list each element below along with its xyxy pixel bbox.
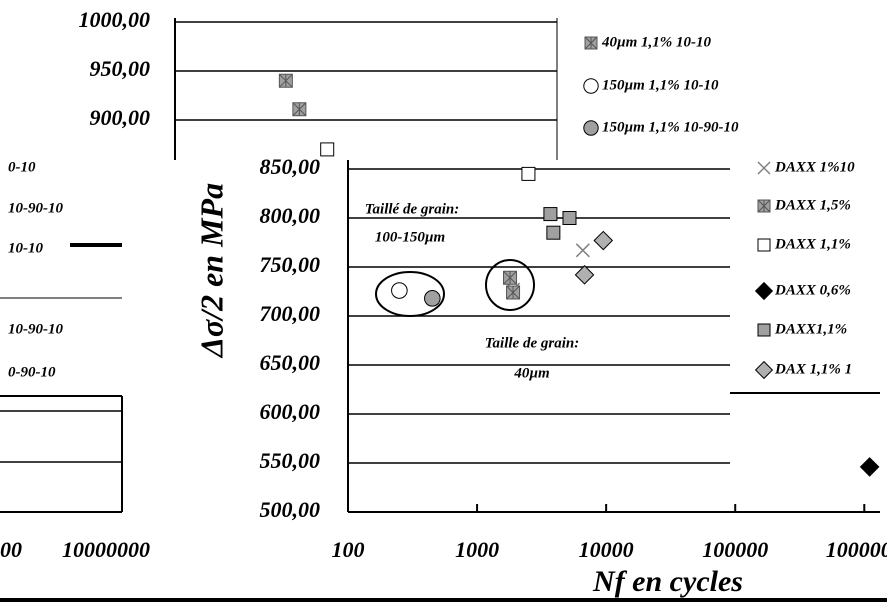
fragment-text: 10-10: [8, 240, 43, 256]
fragment-text: 0-10: [8, 159, 36, 175]
marker: [574, 265, 595, 285]
x-tick-label: 100: [332, 537, 365, 562]
marker: [575, 243, 590, 258]
legend-marker: [584, 36, 598, 50]
y-tick-label: 650,00: [260, 350, 321, 375]
marker: [320, 142, 335, 157]
y-tick-label: 900,00: [90, 105, 151, 130]
legend-label: 40µm 1,1% 10-10: [601, 34, 712, 50]
y-axis-title: Δσ/2 en MPa: [193, 183, 229, 359]
annotation: Taille de grain:: [485, 335, 579, 351]
x-axis-title: Nf en cycles: [592, 565, 743, 598]
x-tick-label: 100000: [702, 537, 768, 562]
marker: [278, 73, 293, 88]
legend-marker: [754, 281, 774, 301]
legend-label: DAXX 1%10: [774, 159, 855, 175]
y-tick-label: 700,00: [260, 301, 321, 326]
marker: [424, 290, 441, 307]
marker: [292, 102, 307, 117]
y-tick-label: 1000,00: [79, 7, 151, 32]
x-tick-label: 1000000: [826, 537, 887, 562]
legend-marker: [757, 238, 771, 252]
annotation-box: [460, 330, 610, 390]
legend-marker: [757, 199, 771, 213]
legend-label: 150µm 1,1% 10-10: [602, 77, 719, 93]
y-tick-label: 600,00: [260, 399, 321, 424]
legend-label: DAX 1,1% 1: [774, 361, 852, 377]
y-tick-label: 500,00: [260, 497, 321, 522]
y-tick-label: 850,00: [260, 154, 321, 179]
marker: [593, 230, 614, 251]
marker: [506, 285, 521, 300]
marker: [562, 211, 577, 225]
legend-label: DAXX1,1%: [774, 321, 847, 337]
marker: [503, 270, 518, 285]
legend-marker: [757, 161, 771, 175]
y-tick-label: 800,00: [260, 203, 321, 228]
y-tick-label: 950,00: [90, 56, 151, 81]
x-tick-label: 1000: [455, 537, 499, 562]
marker: [859, 457, 880, 477]
legend-marker: [583, 120, 599, 136]
x-tick-label: 10000: [579, 537, 634, 562]
y-tick-label: 550,00: [260, 448, 321, 473]
marker: [391, 282, 408, 299]
fragment-text: 00: [0, 537, 22, 562]
legend-marker: [757, 323, 771, 337]
fragment-text: 10000000: [62, 537, 150, 562]
legend-label: 150µm 1,1% 10-90-10: [602, 119, 739, 135]
annotation: 40µm: [513, 365, 549, 381]
fragment-text: 10-90-10: [8, 200, 63, 216]
legend-label: DAXX 1,1%: [774, 236, 851, 252]
marker: [521, 166, 536, 181]
annotation: Taillé de grain:: [365, 201, 459, 217]
annotation: 100-150µm: [375, 229, 445, 245]
legend-marker: [754, 360, 774, 380]
marker: [543, 207, 558, 222]
legend-label: DAXX 1,5%: [774, 197, 851, 213]
y-tick-label: 750,00: [260, 252, 321, 277]
legend-marker: [583, 78, 599, 94]
legend-label: DAXX 0,6%: [774, 282, 851, 298]
marker: [546, 225, 561, 240]
fragment-text: 0-90-10: [8, 364, 56, 380]
ellipse: [485, 259, 535, 311]
fragment-text: 10-90-10: [8, 321, 63, 337]
